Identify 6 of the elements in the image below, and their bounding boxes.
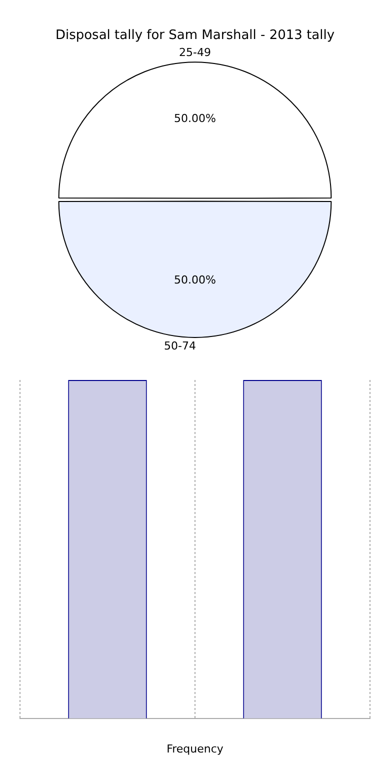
x-axis-title: Frequency [166,742,224,756]
slice-label: 25-49 [179,46,211,59]
data-label: 50.00% [174,112,216,125]
data-label: 50.00% [174,273,216,286]
chart-title: Disposal tally for Sam Marshall - 2013 tally [55,28,335,44]
slice-label: 50-74 [164,339,196,352]
